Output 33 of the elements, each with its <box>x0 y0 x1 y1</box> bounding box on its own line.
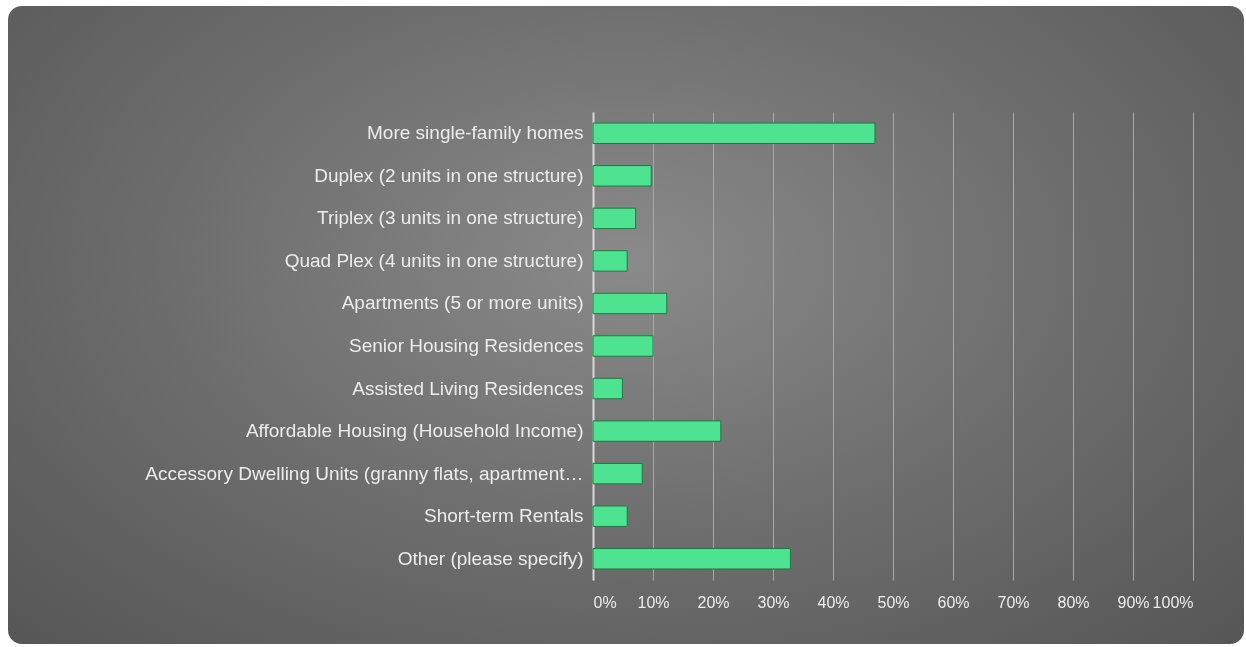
bar <box>592 122 876 144</box>
x-tick-label: 40% <box>817 593 850 611</box>
y-tick-label: Senior Housing Residences <box>349 335 584 356</box>
bar <box>592 165 652 187</box>
x-tick-label: 60% <box>937 593 970 611</box>
y-tick-label: Quad Plex (4 units in one structure) <box>284 249 584 271</box>
bar <box>592 335 654 357</box>
x-tick-label: 10% <box>637 593 670 611</box>
x-tick-label: 20% <box>697 593 730 611</box>
bar <box>592 207 637 230</box>
bar <box>592 250 628 272</box>
x-tick-label: 30% <box>757 593 790 611</box>
y-tick-label: Other (please specify) <box>397 547 584 569</box>
y-tick-label: Duplex (2 units in one structure) <box>314 164 584 186</box>
bar <box>592 505 628 527</box>
x-tick-label: 50% <box>877 593 910 611</box>
x-tick-label: 70% <box>997 593 1030 611</box>
bar <box>592 462 643 485</box>
x-tick-label: 90% <box>1117 593 1150 611</box>
x-tick-label: 0% <box>593 593 617 611</box>
y-tick-label: Triplex (3 units in one structure) <box>317 207 584 229</box>
bar <box>592 377 623 400</box>
y-tick-label: Short-term Rentals <box>424 505 584 527</box>
x-tick-label: 80% <box>1057 593 1090 611</box>
y-tick-label: Affordable Housing (Household Income) <box>245 420 584 442</box>
bar <box>592 420 722 442</box>
x-tick-label: 100% <box>1152 593 1194 611</box>
y-tick-label: Assisted Living Residences <box>352 377 584 399</box>
bar <box>592 292 668 315</box>
y-tick-label: Accessory Dwelling Units (granny flats, apartment… <box>145 462 584 484</box>
y-tick-label: More single-family homes <box>367 122 584 144</box>
y-tick-label: Apartments (5 or more units) <box>341 292 584 314</box>
bar <box>592 548 791 570</box>
